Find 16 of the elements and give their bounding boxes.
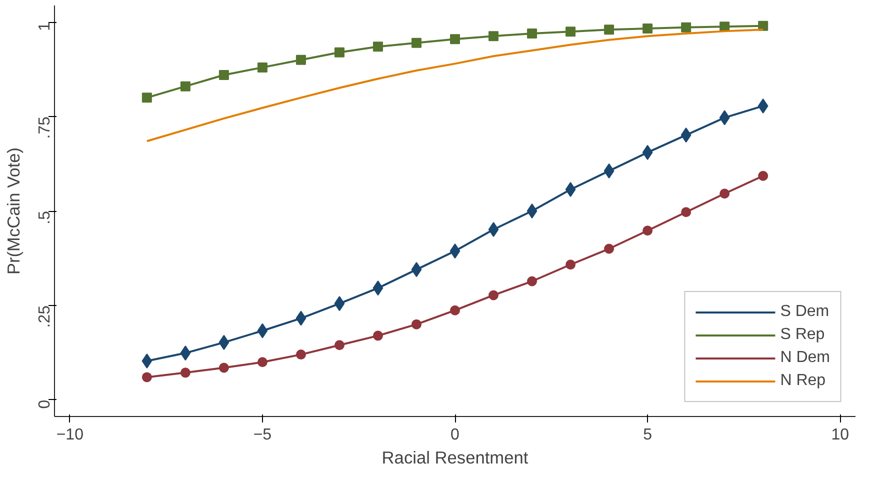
legend-label: N Dem: [780, 349, 830, 367]
y-axis-title: Pr(McCain Vote): [4, 147, 24, 275]
x-tick-label: −10: [56, 426, 84, 444]
legend-label: S Dem: [780, 303, 830, 321]
y-tick-label: 1: [36, 22, 54, 32]
y-tick-label: .25: [36, 305, 54, 328]
x-tick-label: 5: [643, 426, 652, 444]
x-tick-label: −5: [253, 426, 272, 444]
x-axis-title: Racial Resentment: [382, 448, 528, 468]
x-tick-label: 0: [450, 426, 460, 444]
legend-label: S Rep: [780, 326, 825, 344]
legend-label: N Rep: [780, 372, 826, 390]
x-tick-label: 10: [831, 426, 850, 444]
y-tick-label: .75: [36, 116, 54, 139]
y-tick-label: .5: [36, 210, 54, 224]
y-tick-label: 0: [36, 400, 54, 409]
